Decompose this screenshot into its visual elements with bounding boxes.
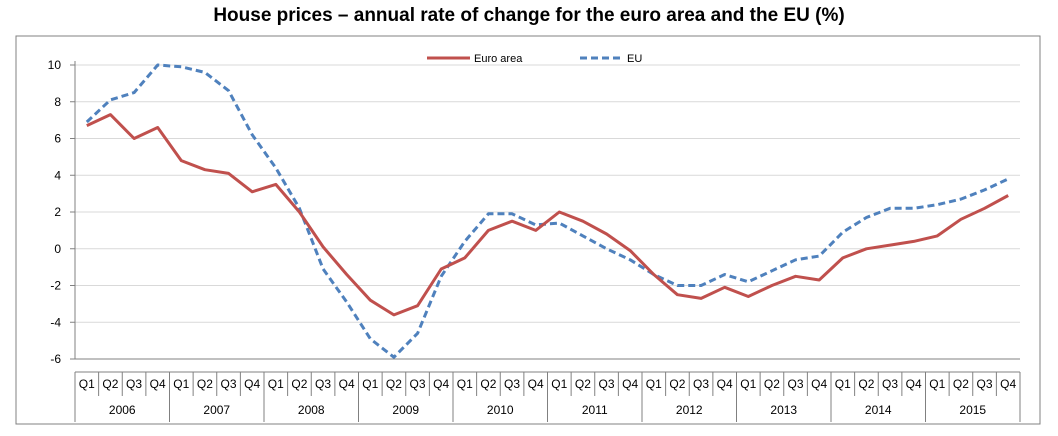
- x-year-label: 2012: [676, 403, 703, 417]
- x-quarter-label: Q2: [575, 377, 591, 391]
- y-tick-label: 0: [54, 242, 61, 256]
- x-quarter-label: Q1: [173, 377, 189, 391]
- x-year-label: 2009: [392, 403, 419, 417]
- x-quarter-label: Q2: [480, 377, 496, 391]
- x-quarter-label: Q3: [126, 377, 142, 391]
- y-tick-label: 4: [54, 168, 61, 182]
- legend: Euro area EU: [427, 53, 642, 65]
- y-tick-label: -2: [50, 279, 61, 293]
- y-tick-label: 6: [54, 132, 61, 146]
- series-lines: [85, 63, 1009, 359]
- x-quarter-label: Q3: [315, 377, 331, 391]
- y-tick-label: -6: [50, 352, 61, 366]
- x-quarter-label: Q1: [79, 377, 95, 391]
- x-quarter-label: Q2: [669, 377, 685, 391]
- x-quarter-label: Q1: [646, 377, 662, 391]
- axes: [74, 61, 1020, 373]
- x-quarter-label: Q2: [858, 377, 874, 391]
- x-quarter-label: Q3: [977, 377, 993, 391]
- x-quarter-label: Q1: [457, 377, 473, 391]
- x-quarter-label: Q4: [150, 377, 166, 391]
- chart-frame: [15, 35, 1041, 425]
- x-axis-category-labels: Q1 Q2 Q3 Q4 Q1 Q2 Q3 Q4 Q1 Q2 Q3 Q4 Q1 Q2 Q3 Q4 Q1 Q2 Q3 Q4…: [74, 372, 1021, 422]
- x-quarter-label: Q1: [362, 377, 378, 391]
- x-quarter-label: Q3: [599, 377, 615, 391]
- x-quarter-label: Q4: [622, 377, 638, 391]
- series-line-euro-area: [86, 113, 1009, 317]
- x-quarter-label: Q2: [197, 377, 213, 391]
- x-quarter-label: Q2: [953, 377, 969, 391]
- x-quarter-label: Q3: [882, 377, 898, 391]
- x-quarter-label: Q4: [339, 377, 355, 391]
- series-line-eu: [85, 63, 1009, 359]
- x-quarter-label: Q3: [693, 377, 709, 391]
- x-quarter-label: Q4: [244, 377, 260, 391]
- x-year-label: 2008: [298, 403, 325, 417]
- legend-label-euro-area: Euro area: [474, 53, 523, 65]
- y-tick-label: -4: [50, 315, 61, 329]
- x-year-label: 2010: [487, 403, 514, 417]
- x-year-label: 2014: [865, 403, 892, 417]
- x-quarter-label: Q4: [717, 377, 733, 391]
- legend-label-eu: EU: [627, 53, 642, 65]
- x-quarter-label: Q3: [504, 377, 520, 391]
- x-quarter-label: Q4: [433, 377, 449, 391]
- x-quarter-label: Q2: [764, 377, 780, 391]
- x-quarter-label: Q4: [906, 377, 922, 391]
- y-axis-tick-labels: 10 8 6 4 2 0 -2 -4 -6: [48, 58, 75, 366]
- x-year-label: 2006: [109, 403, 136, 417]
- x-year-label: 2011: [582, 403, 608, 417]
- x-quarter-label: Q4: [528, 377, 544, 391]
- x-quarter-label: Q1: [551, 377, 567, 391]
- x-quarter-label: Q3: [221, 377, 237, 391]
- x-quarter-label: Q1: [835, 377, 851, 391]
- x-quarter-label: Q2: [291, 377, 307, 391]
- x-quarter-label: Q2: [102, 377, 118, 391]
- x-quarter-label: Q4: [811, 377, 827, 391]
- x-quarter-label: Q1: [268, 377, 284, 391]
- y-tick-label: 2: [54, 205, 61, 219]
- y-tick-label: 8: [54, 95, 61, 109]
- x-quarter-label: Q3: [788, 377, 804, 391]
- x-quarter-label: Q2: [386, 377, 402, 391]
- x-year-label: 2007: [203, 403, 230, 417]
- y-tick-label: 10: [48, 58, 62, 72]
- x-year-label: 2013: [770, 403, 797, 417]
- x-quarter-label: Q3: [410, 377, 426, 391]
- x-year-label: 2015: [959, 403, 986, 417]
- x-quarter-label: Q1: [740, 377, 756, 391]
- chart-title: House prices – annual rate of change for…: [213, 5, 845, 26]
- x-quarter-label: Q1: [929, 377, 945, 391]
- x-quarter-label: Q4: [1000, 377, 1016, 391]
